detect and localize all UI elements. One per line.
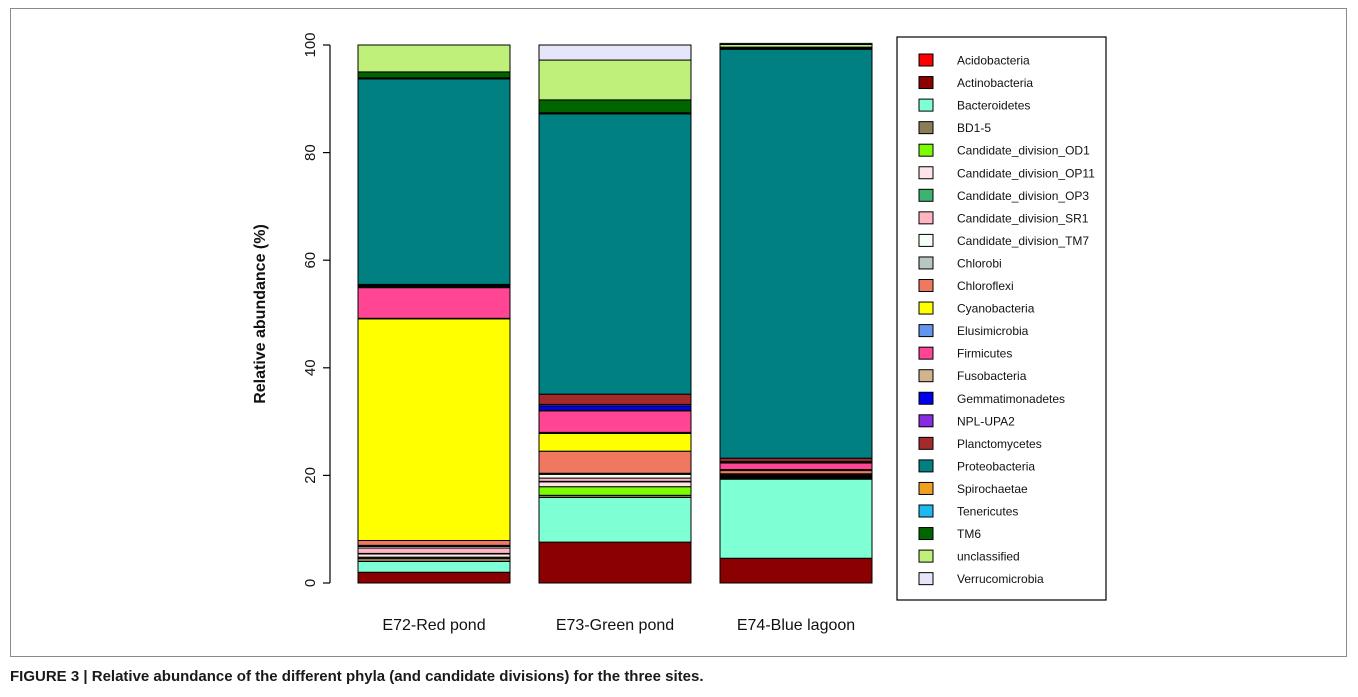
legend-swatch <box>918 279 934 292</box>
legend-swatch <box>918 391 934 405</box>
legend-swatch <box>918 549 934 563</box>
y-axis-label: Relative abundance (%) <box>252 224 269 404</box>
x-tick-label: E73-Green pond <box>556 617 674 634</box>
legend-swatch <box>918 527 934 541</box>
figure-frame <box>10 8 1347 657</box>
stacked-bar-chart: 0 20 40 60 80 100 Relative abundance (%) E72-… <box>252 32 1107 634</box>
legend-entry: Planctomycetes <box>957 437 1042 451</box>
bar-segment <box>357 44 511 73</box>
bar-segment <box>357 78 511 285</box>
bar-segment <box>357 71 511 79</box>
legend-swatch <box>918 121 934 135</box>
legend-entry: Proteobacteria <box>957 459 1035 473</box>
legend-swatch <box>918 188 934 202</box>
legend-entry: Chlorobi <box>957 256 1002 270</box>
legend-entry: Tenericutes <box>957 505 1018 519</box>
y-tick-label: 0 <box>302 579 319 587</box>
y-tick-label: 60 <box>302 252 319 269</box>
y-axis: 0 20 40 60 80 100 <box>302 32 331 587</box>
bar-segment <box>719 48 873 459</box>
legend-entry: Candidate_division_OP3 <box>957 189 1089 203</box>
legend-swatch <box>918 459 934 473</box>
bars <box>357 42 873 584</box>
legend-swatch <box>918 98 934 112</box>
legend-entry: Fusobacteria <box>957 369 1027 383</box>
legend-entry: Acidobacteria <box>957 54 1030 68</box>
legend-swatch <box>918 572 934 586</box>
bar-segment <box>538 405 692 411</box>
bar-segment <box>357 287 511 319</box>
bar-segment <box>538 59 692 101</box>
bar-segment <box>719 557 873 584</box>
legend-entry: Verrucomicrobia <box>957 572 1044 586</box>
legend-entry: Gemmatimonadetes <box>957 392 1065 406</box>
legend-swatch <box>918 369 934 383</box>
x-tick-label: E74-Blue lagoon <box>737 617 855 634</box>
caption-separator: | <box>79 668 92 685</box>
legend-entry: Chloroflexi <box>957 279 1014 293</box>
y-tick-label: 100 <box>302 32 319 57</box>
bar-segment <box>538 486 692 496</box>
legend-entry: Elusimicrobia <box>957 324 1029 338</box>
legend-entry: Actinobacteria <box>957 76 1033 90</box>
bar-segment <box>538 541 692 584</box>
bar-segment <box>357 571 511 584</box>
bar-segment <box>719 478 873 559</box>
legend-swatch <box>918 166 934 180</box>
legend-entry: Candidate_division_OP11 <box>957 166 1095 180</box>
bar-segment <box>357 547 511 554</box>
legend-swatch <box>918 346 934 360</box>
bar-segment <box>719 462 873 470</box>
caption-label: FIGURE 3 <box>10 668 80 685</box>
legend: Acidobacteria Actinobacteria Bacteroidetes… <box>896 36 1107 601</box>
legend-swatch <box>918 504 934 518</box>
legend-entry: Candidate_division_OD1 <box>957 144 1090 158</box>
legend-entry: NPL-UPA2 <box>957 414 1015 428</box>
y-tick-label: 40 <box>302 359 319 376</box>
bar-segment <box>538 432 692 452</box>
legend-swatch <box>918 414 934 428</box>
figure-caption: FIGURE 3 | Relative abundance of the dif… <box>10 668 704 685</box>
bar-segment <box>538 473 692 479</box>
legend-entry: BD1-5 <box>957 121 991 135</box>
x-tick-label: E72-Red pond <box>382 617 485 634</box>
caption-text: Relative abundance of the different phyl… <box>91 668 704 685</box>
legend-swatch <box>918 53 934 67</box>
legend-swatch <box>918 436 934 450</box>
bar-segment <box>538 99 692 114</box>
legend-entry: Candidate_division_SR1 <box>957 211 1089 225</box>
y-tick-label: 80 <box>302 144 319 161</box>
bar-segment <box>357 318 511 541</box>
legend-swatch <box>918 481 934 495</box>
legend-entry: TM6 <box>957 527 981 541</box>
legend-swatch <box>918 143 934 157</box>
bar-stack <box>538 44 692 584</box>
bar-segment <box>719 42 873 45</box>
legend-entry: unclassified <box>957 550 1020 564</box>
bar-segment <box>538 496 692 543</box>
legend-swatch <box>918 301 934 315</box>
bar-stack <box>719 42 873 584</box>
legend-swatch <box>918 211 934 225</box>
legend-entry: Candidate_division_TM7 <box>957 234 1089 248</box>
legend-entry: Bacteroidetes <box>957 99 1030 113</box>
legend-entry: Cyanobacteria <box>957 302 1035 316</box>
bar-segment <box>538 44 692 61</box>
bar-segment <box>538 113 692 395</box>
legend-swatch <box>918 76 934 90</box>
bar-stack <box>357 44 511 584</box>
legend-swatch <box>918 324 934 338</box>
y-tick-label: 20 <box>302 467 319 484</box>
bar-segment <box>357 560 511 573</box>
x-tick-labels: E72-Red pond E73-Green pond E74-Blue lagoo… <box>382 617 855 634</box>
bar-segment <box>357 539 511 546</box>
legend-swatch <box>918 256 934 270</box>
bar-segment <box>538 481 692 488</box>
bar-segment <box>538 450 692 474</box>
legend-entry: Spirochaetae <box>957 482 1028 496</box>
legend-swatch <box>918 233 934 247</box>
bar-segment <box>538 410 692 433</box>
legend-entry: Firmicutes <box>957 347 1012 361</box>
bar-segment <box>538 393 692 405</box>
